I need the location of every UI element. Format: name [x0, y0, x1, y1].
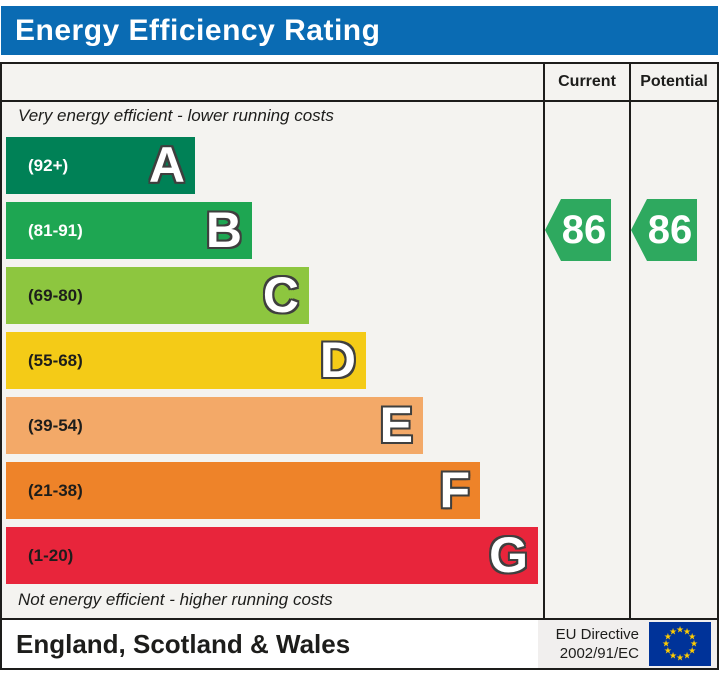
footer: England, Scotland & Wales EU Directive 2…: [0, 620, 719, 670]
current-column-header: Current: [543, 64, 629, 102]
current-rating-arrow: 86: [545, 199, 611, 261]
band-range-label: (69-80): [28, 285, 83, 305]
eu-directive-line1: EU Directive: [555, 626, 639, 643]
band-letter: A: [148, 137, 185, 193]
current-column-label: Current: [558, 73, 616, 90]
band-b: (81-91) B: [6, 202, 252, 259]
band-e: (39-54) E: [6, 397, 423, 454]
eu-directive-line2: 2002/91/EC: [559, 645, 639, 662]
potential-rating-arrow: 86: [631, 199, 697, 261]
caption-bottom: Not energy efficient - higher running co…: [18, 590, 333, 609]
band-range-label: (39-54): [28, 415, 83, 435]
potential-rating-cell: 86: [629, 102, 717, 618]
title-bar: Energy Efficiency Rating: [1, 6, 718, 55]
current-rating-value: 86: [561, 207, 607, 252]
band-letter: G: [489, 527, 528, 583]
band-c: (69-80) C: [6, 267, 309, 324]
band-letter: F: [439, 462, 470, 518]
region-label: England, Scotland & Wales: [16, 628, 351, 659]
rating-table: Current Potential Very energy efficient …: [0, 62, 719, 620]
band-letter: E: [379, 397, 413, 453]
band-range-label: (55-68): [28, 350, 83, 370]
band-range-label: (92+): [28, 155, 69, 175]
band-letter: B: [205, 202, 242, 258]
potential-column-header: Potential: [629, 64, 717, 102]
band-letter: C: [262, 267, 299, 323]
band-letter: D: [319, 332, 356, 388]
caption-top: Very energy efficient - lower running co…: [18, 106, 334, 125]
band-range-label: (81-91): [28, 220, 83, 240]
eu-directive-panel: EU Directive 2002/91/EC ★ ★ ★ ★ ★ ★ ★ ★ ★ ★ ★ ★: [537, 620, 717, 668]
band-g: (1-20) G: [6, 527, 538, 584]
potential-column-label: Potential: [640, 73, 708, 90]
bands-area: Very energy efficient - lower running co…: [2, 102, 543, 618]
eu-flag-icon: ★ ★ ★ ★ ★ ★ ★ ★ ★ ★ ★ ★: [649, 622, 711, 666]
band-a: (92+) A: [6, 137, 195, 194]
band-d: (55-68) D: [6, 332, 366, 389]
current-rating-cell: 86: [543, 102, 629, 618]
main-header-cell: [2, 64, 543, 102]
band-f: (21-38) F: [6, 462, 480, 519]
potential-rating-value: 86: [647, 207, 693, 252]
band-range-label: (1-20): [28, 545, 74, 565]
eu-directive-text: EU Directive 2002/91/EC: [556, 625, 639, 663]
band-range-label: (21-38): [28, 480, 83, 500]
page-title: Energy Efficiency Rating: [15, 13, 381, 47]
